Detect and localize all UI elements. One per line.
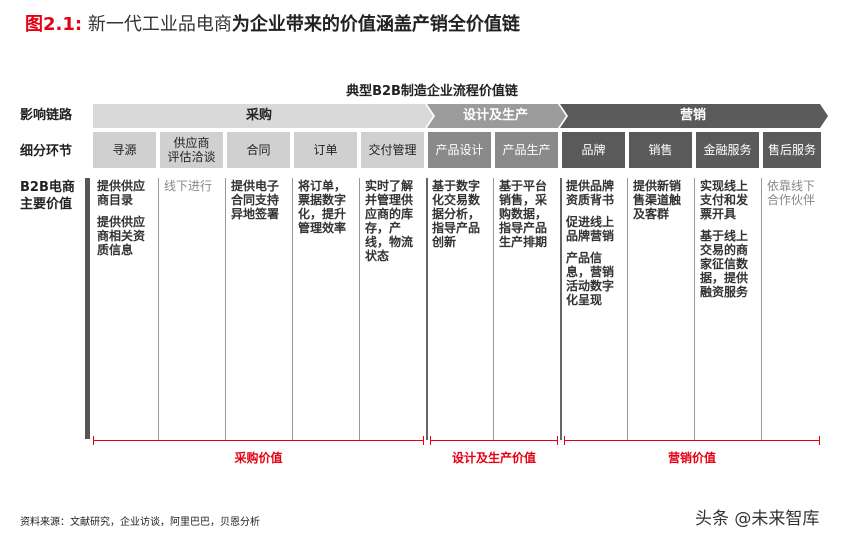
bracket-marketing (564, 436, 820, 445)
step-sales: 销售 (629, 132, 692, 168)
column-divider (761, 178, 762, 440)
value-text: 线下进行 (164, 179, 213, 193)
value-text: 提供供应商相关资质信息 (97, 215, 146, 257)
value-text: 提供供应商目录 (97, 179, 146, 207)
column-divider (627, 178, 628, 440)
column-divider (225, 178, 226, 440)
value-text: 提供新销售渠道触及客群 (633, 179, 682, 221)
value-text: 基于数字化交易数据分析，指导产品创新 (432, 179, 481, 249)
value-text: 实时了解并管理供应商的库存，产线，物流状态 (365, 179, 414, 263)
value-text: 依靠线下合作伙伴 (767, 179, 816, 207)
value-label-design: 设计及生产价值 (451, 451, 536, 465)
step-brand: 品牌 (562, 132, 625, 168)
watermark: 头条 @未来智库 (695, 509, 820, 529)
value-text: 基于平台销售，采购数据，指导产品生产排期 (499, 179, 548, 249)
figure-title: 图2.1: 新一代工业品电商为企业带来的价值涵盖产销全价值链 (25, 10, 520, 36)
bracket-design (430, 436, 558, 445)
value-text: 实现线上支付和发票开具 (700, 179, 749, 221)
value-col-order: 将订单，票据数字化，提升管理效率 (298, 179, 356, 243)
step-product-design: 产品设计 (428, 132, 491, 168)
step-supplier-evaluation: 供应商 评估洽谈 (160, 132, 223, 168)
stage-design: 设计及生产 (462, 108, 528, 123)
step-delivery: 交付管理 (361, 132, 424, 168)
value-col-delivery: 实时了解并管理供应商的库存，产线，物流状态 (365, 179, 423, 271)
diagram-subtitle: 典型B2B制造企业流程价值链 (346, 84, 518, 99)
chevron-procurement (93, 104, 433, 128)
step-sourcing: 寻源 (93, 132, 156, 168)
step-order: 订单 (294, 132, 357, 168)
column-divider (359, 178, 360, 440)
value-col-after-sales: 依靠线下合作伙伴 (767, 179, 821, 215)
step-after-sales: 售后服务 (763, 132, 821, 168)
section-divider (560, 178, 562, 440)
title-part-2: 为企业带来的价值涵盖产销全价值链 (231, 14, 520, 35)
bracket-procurement (93, 436, 424, 445)
figure-number: 图2.1: (25, 14, 83, 35)
row-label-value-2: 主要价值 (20, 197, 73, 212)
value-col-product-design: 基于数字化交易数据分析，指导产品创新 (432, 179, 490, 257)
value-col-contract: 提供电子合同支持异地签署 (231, 179, 289, 229)
step-production: 产品生产 (495, 132, 558, 168)
row-label-chain: 影响链路 (20, 108, 73, 123)
value-col-production: 基于平台销售，采购数据，指导产品生产排期 (499, 179, 557, 257)
title-part-1: 新一代工业品电商 (87, 14, 232, 35)
column-divider (158, 178, 159, 440)
stage-marketing: 营销 (679, 108, 706, 123)
value-col-brand: 提供品牌资质背书 促进线上品牌营销 产品信息，营销活动数字化呈现 (566, 179, 624, 315)
value-label-procurement: 采购价值 (234, 451, 283, 465)
column-divider (292, 178, 293, 440)
value-area-bar (85, 178, 90, 439)
column-divider (694, 178, 695, 440)
row-label-steps: 细分环节 (20, 144, 73, 159)
value-text: 促进线上品牌营销 (566, 215, 615, 243)
section-divider (426, 178, 428, 440)
value-col-sales: 提供新销售渠道触及客群 (633, 179, 691, 229)
stage-procurement: 采购 (245, 108, 272, 123)
value-text: 产品信息，营销活动数字化呈现 (566, 251, 615, 307)
value-col-supplier-evaluation: 线下进行 (164, 179, 222, 201)
column-divider (493, 178, 494, 440)
value-col-sourcing: 提供供应商目录 提供供应商相关资质信息 (97, 179, 155, 265)
value-col-finance: 实现线上支付和发票开具 基于线上交易的商家征信数据，提供融资服务 (700, 179, 758, 307)
source-note: 资料来源：文献研究，企业访谈，阿里巴巴，贝恩分析 (20, 517, 260, 528)
value-text: 提供电子合同支持异地签署 (231, 179, 280, 221)
chevron-design (427, 104, 566, 128)
chevron-marketing (560, 104, 828, 128)
row-label-value-1: B2B电商 (20, 180, 75, 195)
value-text: 基于线上交易的商家征信数据，提供融资服务 (700, 229, 749, 299)
step-finance: 金融服务 (696, 132, 759, 168)
step-contract: 合同 (227, 132, 290, 168)
value-text: 提供品牌资质背书 (566, 179, 615, 207)
value-label-marketing: 营销价值 (667, 451, 716, 465)
value-text: 将订单，票据数字化，提升管理效率 (298, 179, 347, 235)
